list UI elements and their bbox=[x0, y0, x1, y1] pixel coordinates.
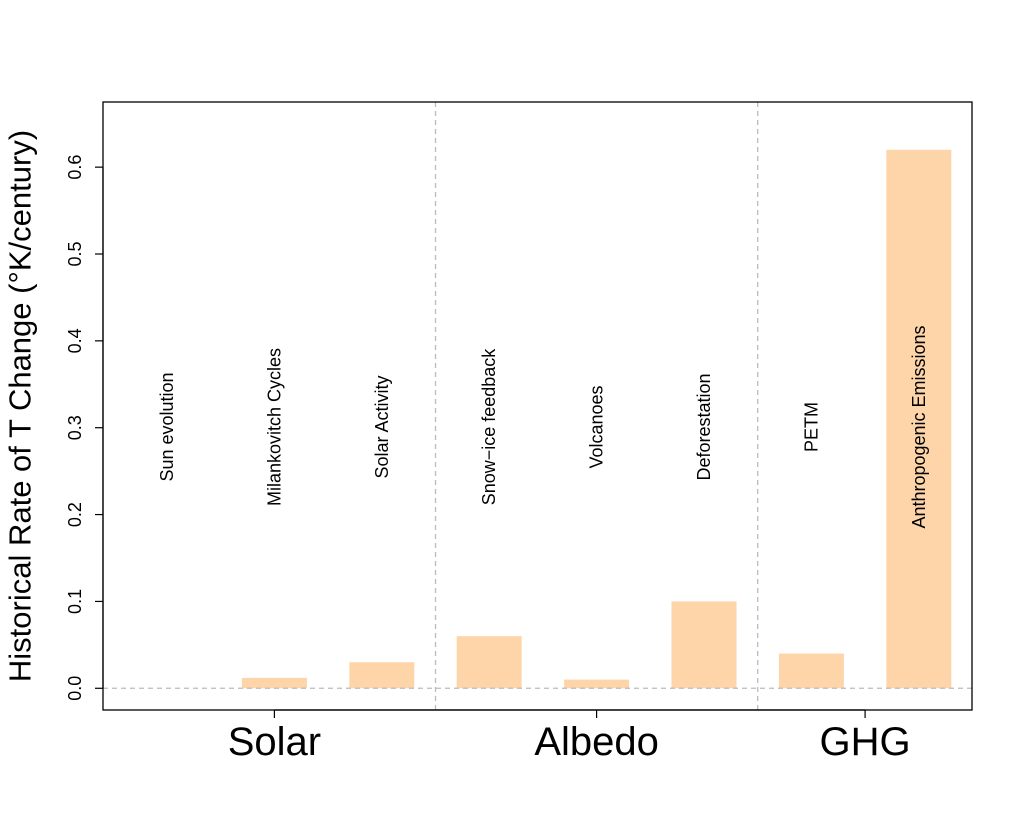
group-label: Solar bbox=[228, 720, 321, 764]
bar bbox=[886, 149, 952, 689]
y-tick-label: 0.3 bbox=[65, 415, 85, 440]
bar-label: Anthropogenic Emissions bbox=[909, 325, 929, 528]
bar bbox=[671, 601, 737, 689]
bar-label: Volcanoes bbox=[587, 385, 607, 468]
group-label: GHG bbox=[820, 720, 911, 764]
bar bbox=[456, 636, 522, 689]
group-labels-layer: Solar Albedo GHG bbox=[228, 709, 911, 764]
bar-label: Snow−ice feedback bbox=[479, 348, 499, 506]
bars-layer bbox=[134, 149, 952, 689]
bar-label: Deforestation bbox=[694, 373, 714, 480]
bar-label: PETM bbox=[801, 402, 821, 452]
group-label: Albedo bbox=[534, 720, 659, 764]
y-tick-label: 0.2 bbox=[65, 502, 85, 527]
y-tick-label: 0.4 bbox=[65, 328, 85, 353]
bar-label: Milankovitch Cycles bbox=[264, 348, 284, 506]
bar bbox=[241, 677, 307, 689]
guides-layer bbox=[103, 102, 972, 710]
bar bbox=[349, 662, 415, 689]
bar-label: Sun evolution bbox=[157, 372, 177, 481]
bar-labels-layer: Sun evolution Milankovitch Cycles Solar Ac… bbox=[157, 325, 929, 528]
y-axis: 0.0 0.1 0.2 0.3 0.4 0.5 0.6 bbox=[65, 155, 104, 701]
plot-frame bbox=[102, 101, 973, 711]
bar-label: Solar Activity bbox=[372, 375, 392, 478]
y-tick-label: 0.0 bbox=[65, 676, 85, 701]
bar bbox=[564, 679, 630, 689]
y-tick-label: 0.5 bbox=[65, 241, 85, 266]
y-tick-label: 0.1 bbox=[65, 589, 85, 614]
y-axis-label: Historical Rate of T Change (°K/century) bbox=[3, 130, 38, 682]
y-tick-label: 0.6 bbox=[65, 155, 85, 180]
bar bbox=[778, 653, 844, 689]
